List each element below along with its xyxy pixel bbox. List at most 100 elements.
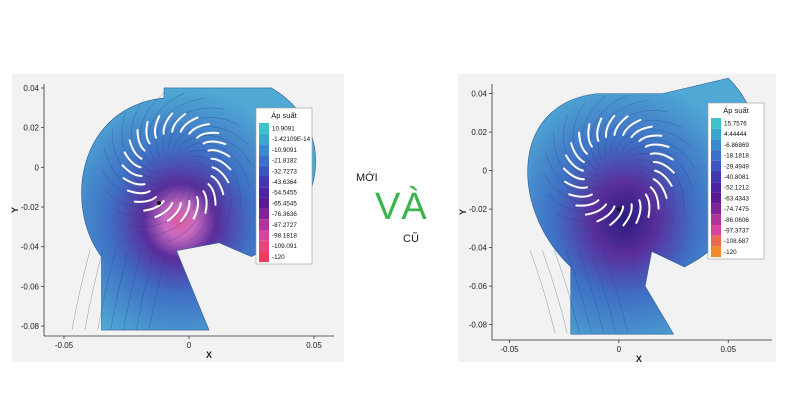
- blade: [179, 200, 191, 223]
- blade: [613, 115, 629, 136]
- blade: [649, 186, 660, 210]
- blade: [652, 160, 675, 174]
- streamline: [546, 190, 622, 212]
- legend-label: -74.7475: [724, 206, 749, 213]
- streamline: [563, 114, 603, 182]
- blade: [644, 143, 670, 148]
- streamline: [627, 146, 693, 191]
- streamline: [162, 107, 225, 153]
- streamline: [635, 159, 675, 227]
- legend-label: -52.1212: [724, 185, 749, 192]
- streamline: [590, 94, 628, 166]
- streamline: [566, 249, 592, 334]
- legend-label: -65.4545: [272, 200, 297, 207]
- legend-swatch: [259, 251, 269, 263]
- legend-swatch: [711, 235, 721, 247]
- legend-label: -87.2727: [272, 222, 297, 229]
- streamline: [193, 156, 232, 223]
- blade: [568, 193, 593, 198]
- legend-swatch: [259, 165, 269, 177]
- streamline: [128, 182, 191, 227]
- legend-label: -108.687: [724, 238, 749, 245]
- legend-swatch: [711, 203, 721, 215]
- legend-swatch: [711, 139, 721, 151]
- streamline: [615, 129, 692, 151]
- streamline: [101, 169, 174, 200]
- y-tick-label: -0.02: [469, 205, 488, 214]
- y-tick-label: -0.04: [469, 244, 488, 253]
- y-tick-label: -0.04: [21, 243, 40, 252]
- y-tick-label: 0.04: [23, 84, 39, 93]
- legend-swatch: [711, 118, 721, 129]
- blade: [122, 177, 146, 186]
- streamline: [148, 249, 168, 331]
- blade: [609, 205, 625, 226]
- blade: [565, 154, 584, 172]
- legend-label: -109.091: [272, 243, 297, 250]
- blade: [652, 178, 668, 199]
- legend-label: 15.7576: [724, 121, 747, 128]
- streamline: [621, 138, 695, 169]
- legend-label: -40.8081: [724, 174, 749, 181]
- legend-label: 4.44444: [724, 131, 747, 138]
- blade: [587, 123, 593, 148]
- legend-label: -32.7273: [272, 168, 297, 175]
- streamline: [604, 110, 668, 156]
- blade: [166, 202, 182, 222]
- blade: [564, 180, 588, 189]
- impeller-blades: [121, 112, 232, 223]
- x-tick-label: 0: [617, 345, 622, 354]
- legend-swatch: [259, 155, 269, 166]
- legend-swatch: [259, 176, 269, 188]
- legend-label: -29.4949: [724, 163, 749, 170]
- blade: [210, 175, 225, 196]
- blade: [162, 112, 174, 135]
- blade: [126, 189, 151, 195]
- axes: -0.05 0 0.05 0.04 0.02 0 -0.02 -0.04 -0.06 -0.08 X…: [458, 84, 772, 364]
- streamline: [184, 142, 250, 187]
- legend-swatch: [259, 219, 269, 230]
- streamline: [71, 249, 91, 331]
- legend-label: -10.9091: [272, 147, 297, 154]
- blade: [136, 129, 146, 152]
- streamline: [545, 151, 611, 196]
- legend-swatch: [259, 230, 269, 241]
- blade: [171, 113, 187, 133]
- blade: [207, 183, 217, 206]
- y-tick-label: -0.06: [21, 282, 40, 291]
- streamline: [610, 176, 648, 247]
- streamline: [155, 98, 206, 157]
- legend-label: -54.5455: [272, 190, 297, 197]
- streamline: [136, 249, 155, 331]
- legend: Áp suất 10.9091 -1.42109E-14 -10.9091 -21.81…: [255, 107, 313, 265]
- y-tick-label: 0.02: [23, 124, 39, 133]
- blade: [202, 190, 208, 214]
- legend-swatch: [259, 208, 269, 220]
- impeller-blades: [562, 114, 675, 227]
- streamline: [179, 135, 252, 166]
- blade: [128, 139, 143, 160]
- y-tick-label: 0.04: [471, 90, 487, 99]
- blade: [638, 134, 663, 142]
- streamline: [529, 249, 556, 334]
- y-tick-label: -0.06: [469, 282, 488, 291]
- blade: [644, 193, 651, 218]
- legend-label: -63.4343: [724, 195, 749, 202]
- legend-label: -86.0606: [724, 217, 749, 224]
- streamline: [581, 95, 607, 171]
- blade: [653, 169, 673, 187]
- blade: [179, 116, 199, 133]
- blade: [622, 203, 633, 227]
- blade: [211, 166, 230, 184]
- blade: [604, 114, 616, 138]
- legend-label: -98.1818: [272, 233, 297, 240]
- blade: [133, 196, 157, 203]
- legend-label: -21.8182: [272, 158, 297, 165]
- streamline: [123, 249, 142, 331]
- streamline: [167, 172, 205, 243]
- x-axis-label: X: [636, 354, 642, 364]
- legend-label: -6.86869: [724, 142, 749, 149]
- legend-label: -18.1818: [724, 153, 749, 160]
- streamline: [84, 249, 104, 331]
